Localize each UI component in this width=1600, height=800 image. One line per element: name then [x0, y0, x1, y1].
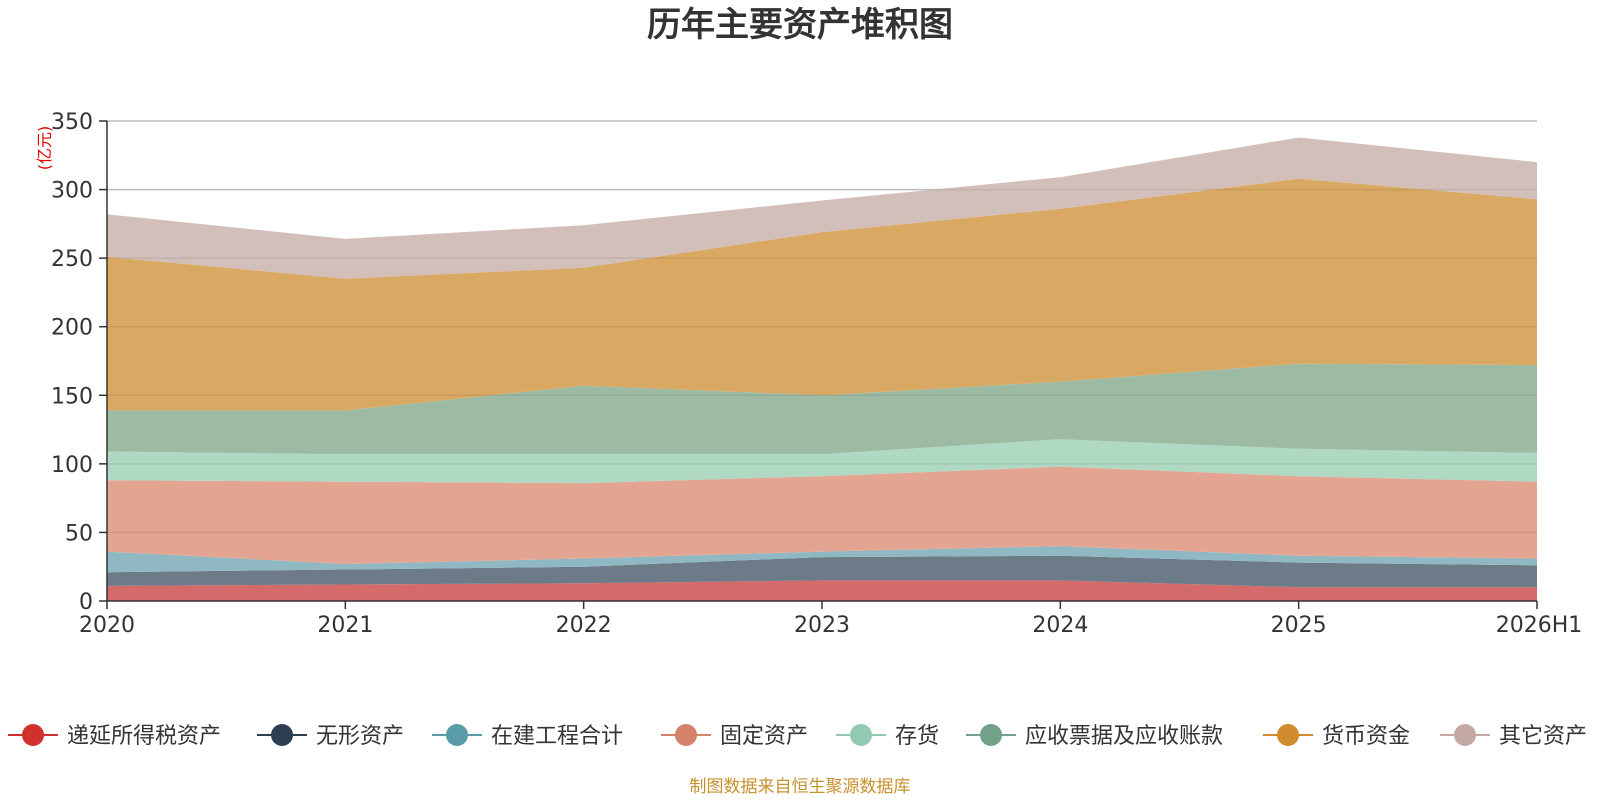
area-series-group [107, 120, 1537, 601]
legend-marker [22, 724, 44, 746]
legend-label: 无形资产 [316, 724, 404, 749]
source-note: 制图数据来自恒生聚源数据库 [690, 777, 911, 797]
legend-label: 固定资产 [720, 724, 808, 749]
legend-item-2[interactable]: 无形资产 [257, 724, 404, 749]
x-tick-label: 2025 [1271, 613, 1327, 638]
legend: 递延所得税资产 无形资产 在建工程合计 固定资产 存货 应收票据及应收账款 货币资金 其它资产 [8, 724, 1587, 749]
y-tick-label: 100 [51, 453, 93, 478]
legend-marker [675, 724, 697, 746]
area-series-8 [107, 137, 1537, 279]
y-tick-label: 150 [51, 384, 93, 409]
legend-marker [1454, 724, 1476, 746]
legend-label: 应收票据及应收账款 [1025, 724, 1223, 749]
y-tick-label: 0 [79, 590, 93, 615]
legend-item-8[interactable]: 其它资产 [1440, 724, 1587, 749]
x-tick-label: 2021 [317, 613, 373, 638]
area-series-1 [107, 580, 1537, 601]
x-tick-label: 2022 [556, 613, 612, 638]
legend-label: 存货 [895, 724, 939, 749]
legend-label: 在建工程合计 [491, 724, 623, 749]
x-tick-label: 2024 [1032, 613, 1088, 638]
area-series-2 [107, 555, 1537, 588]
legend-item-5[interactable]: 存货 [836, 724, 939, 749]
legend-label: 其它资产 [1499, 724, 1587, 749]
y-tick-label: 300 [51, 179, 93, 204]
y-tick-label: 200 [51, 316, 93, 341]
chart-title: 历年主要资产堆积图 [647, 5, 953, 45]
area-series-3 [107, 546, 1537, 573]
legend-marker [1277, 724, 1299, 746]
axes: 0 50 100 150 200 250 300 350 2020 2021 2022 2023 202… [51, 110, 1582, 638]
legend-label: 递延所得税资产 [67, 724, 221, 749]
x-tick-label: 2023 [794, 613, 850, 638]
legend-item-6[interactable]: 应收票据及应收账款 [966, 724, 1223, 749]
legend-item-4[interactable]: 固定资产 [661, 724, 808, 749]
x-tick-label: 2020 [79, 613, 135, 638]
legend-label: 货币资金 [1322, 724, 1410, 749]
legend-item-1[interactable]: 递延所得税资产 [8, 724, 221, 749]
y-tick-label: 50 [65, 521, 93, 546]
y-tick-label: 350 [51, 110, 93, 135]
legend-marker [980, 724, 1002, 746]
y-tick-label: 250 [51, 247, 93, 272]
area-series-6 [107, 363, 1537, 455]
x-tick-label: 2026H1 [1496, 613, 1583, 638]
y-axis-unit-label: (亿元) [35, 126, 54, 171]
area-series-4 [107, 466, 1537, 564]
legend-marker [850, 724, 872, 746]
legend-item-7[interactable]: 货币资金 [1263, 724, 1410, 749]
legend-item-3[interactable]: 在建工程合计 [432, 724, 623, 749]
legend-marker [446, 724, 468, 746]
area-series-5 [107, 439, 1537, 484]
area-series-7 [107, 178, 1537, 411]
legend-marker [271, 724, 293, 746]
